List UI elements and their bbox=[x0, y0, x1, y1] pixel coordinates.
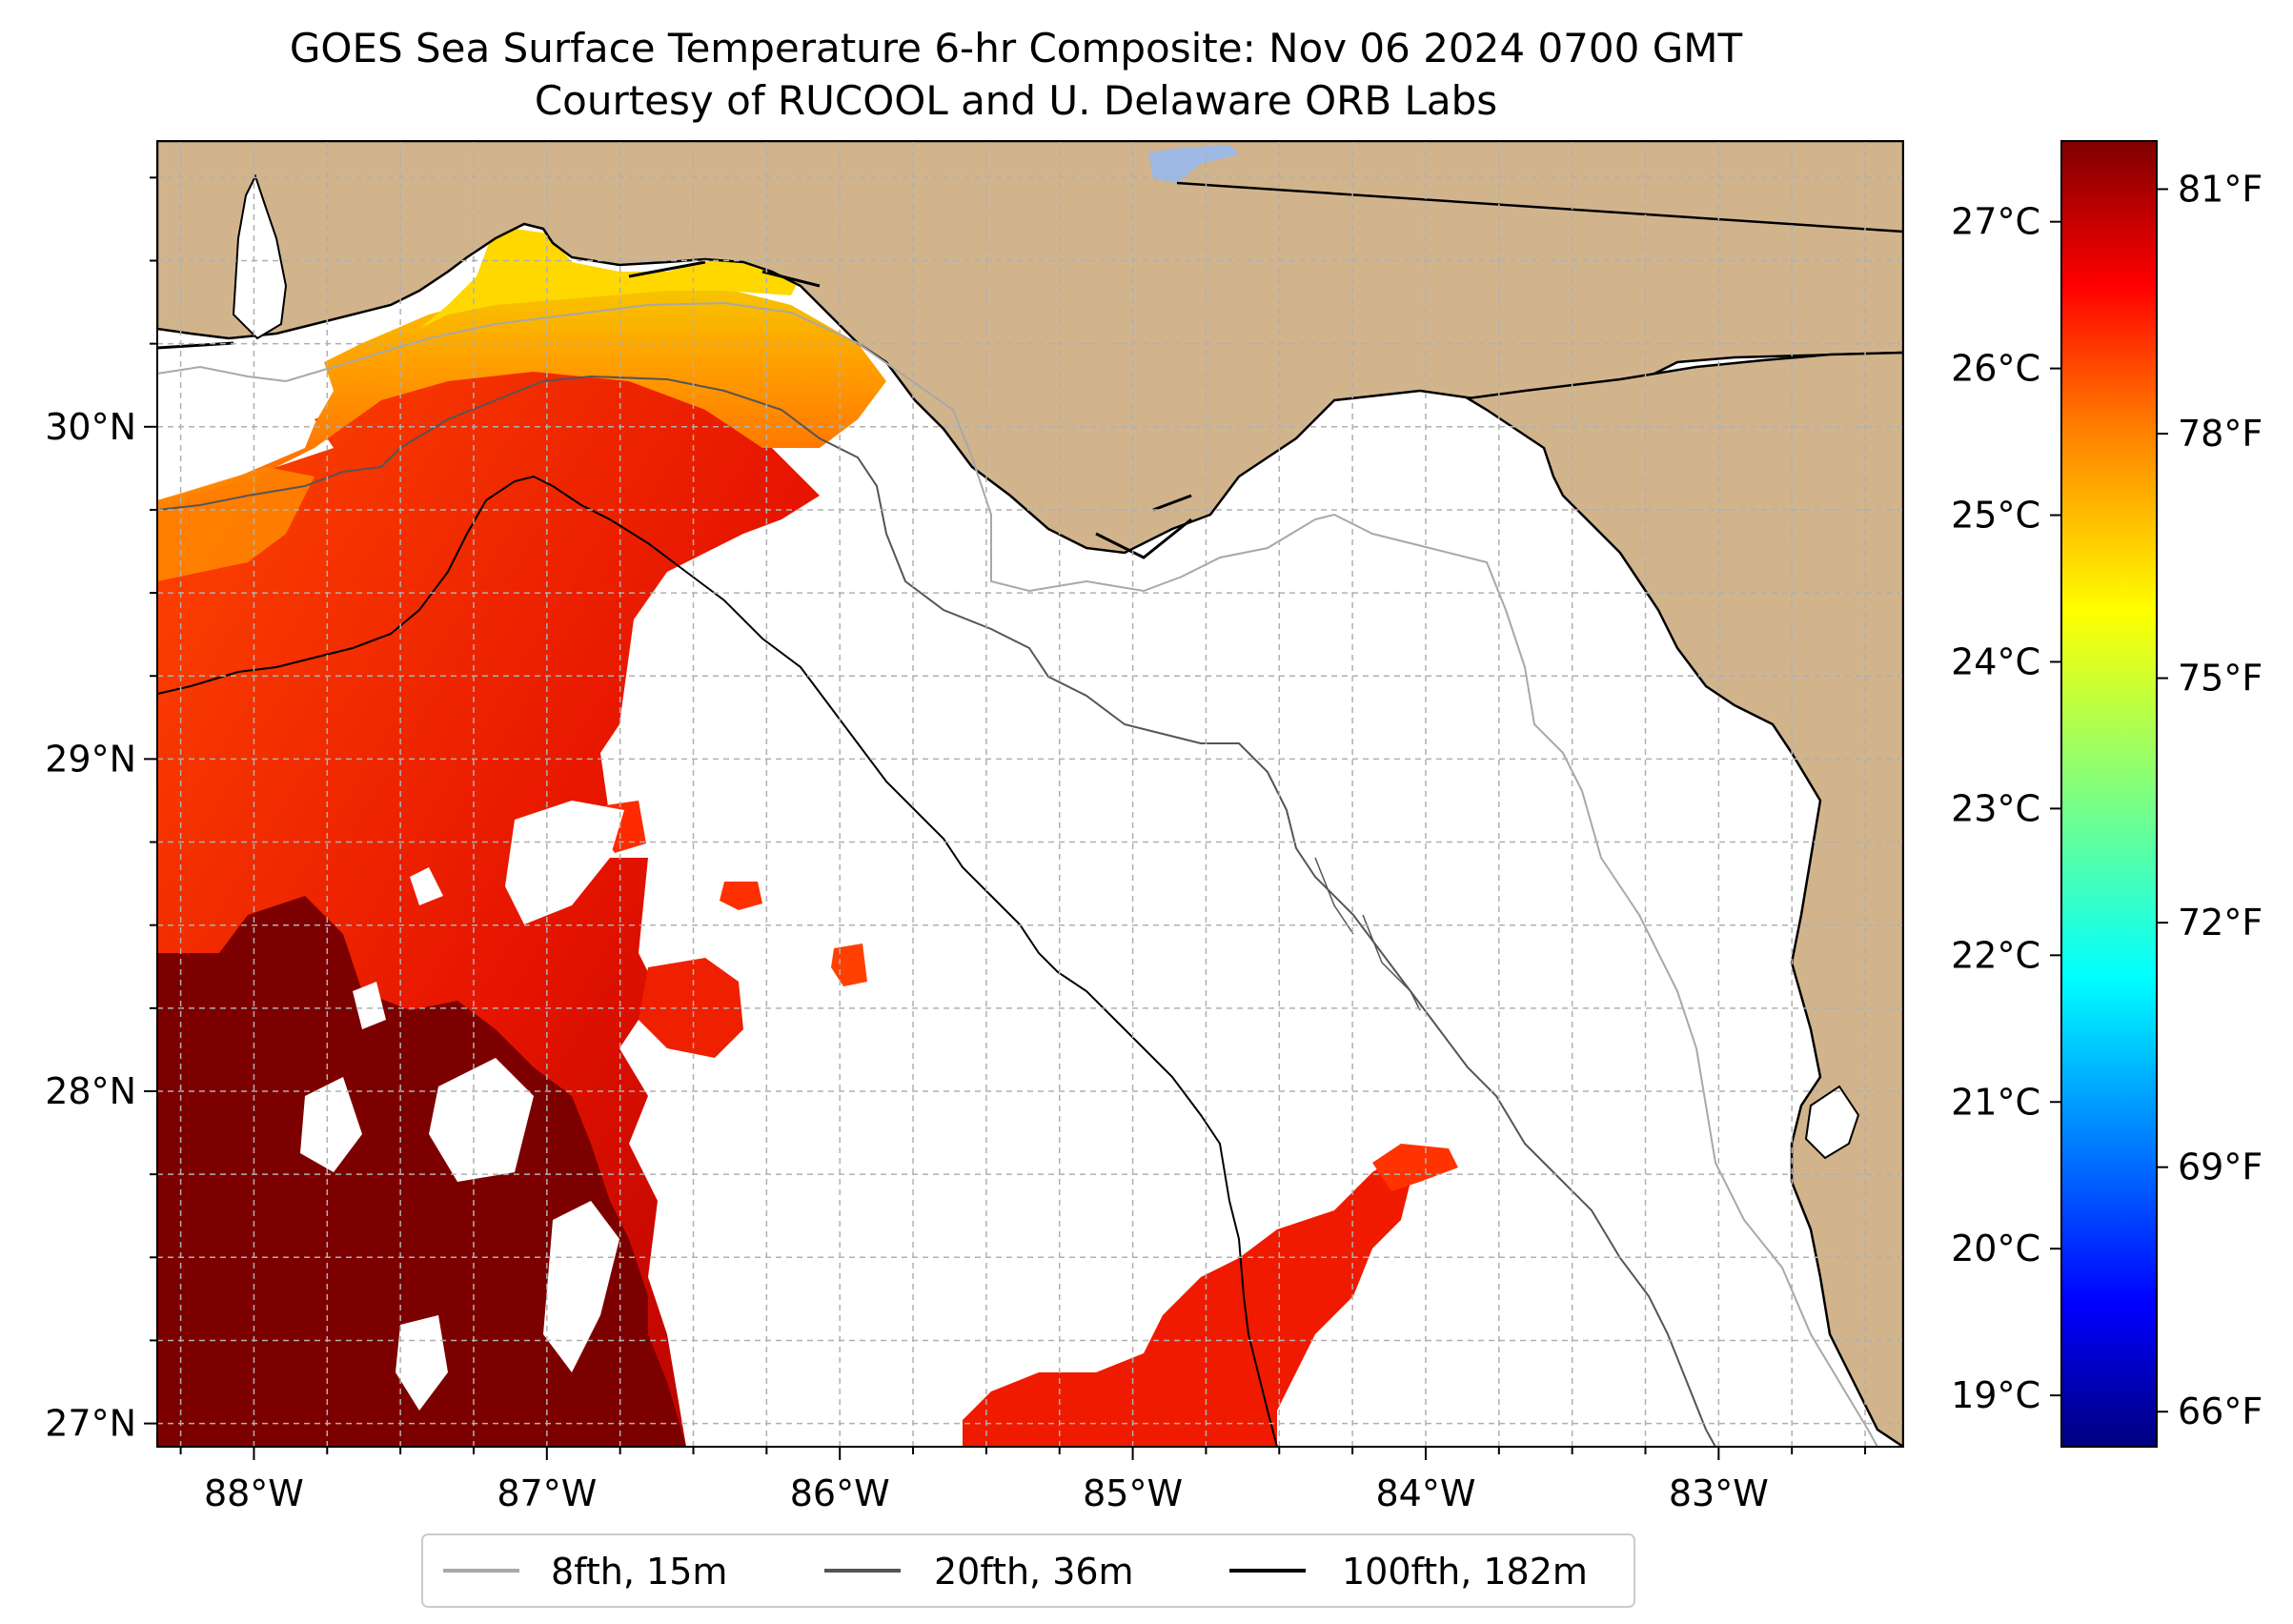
map-frame bbox=[156, 140, 1904, 1448]
colorbar-celsius-label: 20°C bbox=[1951, 1228, 2040, 1269]
lon-tick-label: 87°W bbox=[497, 1472, 597, 1514]
legend-label-8fth: 8fth, 15m bbox=[551, 1551, 727, 1593]
land-north bbox=[157, 141, 1903, 555]
colorbar-ticks bbox=[2050, 188, 2168, 1413]
data-gap-6 bbox=[410, 867, 443, 905]
isobath-15m bbox=[157, 301, 1878, 1447]
lon-tick-label: 83°W bbox=[1669, 1472, 1769, 1514]
tampa-bay bbox=[1804, 1085, 1860, 1160]
colorbar-celsius-label: 26°C bbox=[1951, 348, 2040, 390]
sst-field-coastal-yellow bbox=[419, 229, 801, 329]
data-gap-4 bbox=[543, 1201, 619, 1372]
sst-patch-1 bbox=[639, 958, 743, 1058]
lon-tick-labels: 88°W 87°W 86°W 85°W 84°W 83°W bbox=[204, 1472, 1769, 1514]
axis-ticks bbox=[144, 176, 1867, 1460]
barrier-islands bbox=[157, 260, 1192, 559]
lat-tick-label: 30°N bbox=[45, 406, 136, 448]
colorbar-fahrenheit-label: 78°F bbox=[2178, 413, 2263, 455]
colorbar-fahrenheit-label: 75°F bbox=[2178, 658, 2263, 700]
isobath-182m bbox=[157, 475, 1278, 1447]
data-gap-5 bbox=[396, 1315, 448, 1411]
lat-tick-label: 28°N bbox=[45, 1070, 136, 1112]
land-florida-peninsula bbox=[1464, 351, 1903, 1447]
legend-label-100fth: 100fth, 182m bbox=[1342, 1551, 1588, 1593]
isobath-36m bbox=[157, 375, 1716, 1447]
lon-tick-label: 85°W bbox=[1083, 1472, 1183, 1514]
colorbar-fahrenheit-labels: 81°F 78°F 75°F 72°F 69°F 66°F bbox=[2178, 168, 2263, 1432]
grid-lines bbox=[157, 141, 1903, 1447]
legend-box bbox=[421, 1533, 1635, 1608]
data-gap-1 bbox=[505, 801, 624, 924]
sst-field-nearshore bbox=[157, 281, 886, 515]
colorbar: 27°C 26°C 25°C 24°C 23°C 22°C 21°C 20°C 19°C 81°… bbox=[1951, 140, 2263, 1448]
colorbar-celsius-label: 25°C bbox=[1951, 495, 2040, 537]
colorbar-celsius-label: 22°C bbox=[1951, 934, 2040, 976]
colorbar-celsius-label: 27°C bbox=[1951, 201, 2040, 243]
colorbar-fahrenheit-label: 66°F bbox=[2178, 1391, 2263, 1432]
lat-tick-label: 29°N bbox=[45, 738, 136, 780]
colorbar-celsius-label: 19°C bbox=[1951, 1374, 2040, 1416]
colorbar-celsius-label: 24°C bbox=[1951, 640, 2040, 682]
colorbar-celsius-label: 23°C bbox=[1951, 787, 2040, 829]
colorbar-fahrenheit-label: 69°F bbox=[2178, 1147, 2263, 1188]
lon-tick-label: 86°W bbox=[790, 1472, 890, 1514]
colorbar-fahrenheit-label: 81°F bbox=[2178, 168, 2263, 210]
sst-field-southeast bbox=[963, 1153, 1410, 1447]
data-gap-7 bbox=[353, 982, 386, 1029]
lat-tick-label: 27°N bbox=[45, 1403, 136, 1445]
colorbar-celsius-label: 21°C bbox=[1951, 1081, 2040, 1123]
lat-tick-labels: 27°N 28°N 29°N 30°N bbox=[45, 406, 136, 1445]
sst-patch-3 bbox=[831, 944, 867, 986]
map-panel[interactable] bbox=[157, 141, 1903, 1447]
state-border bbox=[1176, 181, 1903, 233]
data-gap-2 bbox=[429, 1058, 534, 1182]
sst-field-nearshore-warm bbox=[157, 467, 315, 581]
chart-subtitle: Courtesy of RUCOOL and U. Delaware ORB L… bbox=[535, 77, 1497, 124]
colorbar-fahrenheit-label: 72°F bbox=[2178, 902, 2263, 944]
lon-tick-label: 84°W bbox=[1375, 1472, 1475, 1514]
lon-tick-label: 88°W bbox=[204, 1472, 304, 1514]
mobile-bay bbox=[232, 173, 288, 340]
colorbar-ramp bbox=[2060, 140, 2158, 1448]
data-gap-3 bbox=[300, 1077, 362, 1172]
legend-label-20fth: 20fth, 36m bbox=[934, 1551, 1134, 1593]
chart-title: GOES Sea Surface Temperature 6-hr Compos… bbox=[290, 25, 1743, 71]
sst-field-southeast-tip bbox=[1372, 1144, 1458, 1191]
sst-patch-2 bbox=[720, 882, 762, 910]
legend: 8fth, 15m 20fth, 36m 100fth, 182m bbox=[421, 1533, 1635, 1608]
colorbar-celsius-labels: 27°C 26°C 25°C 24°C 23°C 22°C 21°C 20°C 19°C bbox=[1951, 201, 2040, 1416]
lake bbox=[1148, 145, 1239, 183]
